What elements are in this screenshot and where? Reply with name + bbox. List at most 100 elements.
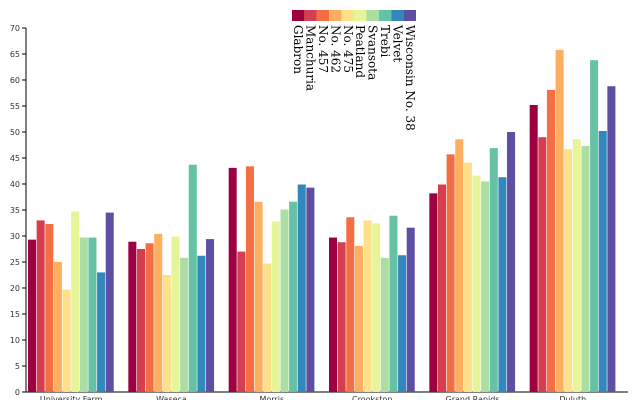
bar [53,262,62,392]
legend-swatch [341,10,354,21]
bars [28,49,616,393]
bar-group [429,132,516,392]
legend-swatch [354,10,367,21]
bar [306,187,315,392]
bar [188,164,197,392]
legend-swatch [329,10,342,21]
y-tick-label: 25 [10,258,20,267]
bar [507,132,516,392]
bar [398,255,407,392]
legend-label: No. 475 [341,25,355,73]
bar [546,89,555,392]
legend-label: Wisconsin No. 38 [403,25,417,131]
legend-label: No. 457 [316,25,330,73]
bar [429,193,438,392]
bar [389,215,398,392]
x-category-label: Morris [259,395,284,400]
y-tick-label: 65 [10,50,20,59]
bar-group [228,166,315,392]
bar [36,220,45,392]
legend-label: Trebi [378,25,392,58]
bar [228,167,237,392]
bar [97,272,106,392]
bar [581,146,590,392]
bar-group [529,49,616,393]
legend-swatch [316,10,330,21]
y-axis: 0 5 10 15 20 25 30 35 40 45 50 55 60 65 70 [10,24,27,397]
bar [79,237,88,392]
x-category-label: University Farm [40,395,103,400]
x-category-label: Waseca [156,395,187,400]
bar-group [128,164,215,392]
bar [329,237,338,392]
bar [71,211,80,392]
bar [529,104,538,393]
bar [237,251,246,392]
bar [446,154,455,392]
bar [62,289,71,392]
y-tick-label: 15 [10,310,20,319]
y-tick-label: 10 [10,336,20,345]
bar [254,201,263,392]
bar [271,221,280,392]
bar [263,263,272,392]
bar [145,243,154,392]
bar [171,236,180,392]
bar-group [329,215,415,392]
y-tick-label: 40 [10,180,20,189]
bar [489,148,498,392]
legend-label: Manchuria [304,25,318,91]
bar [280,209,289,392]
bar [197,255,206,392]
bar [590,60,599,393]
y-tick-label: 5 [15,362,20,371]
bar [136,249,145,392]
bar [498,177,507,392]
x-category-label: Duluth [559,395,586,400]
bar-group [28,211,114,392]
y-tick-label: 30 [10,232,20,241]
legend-swatch [304,10,317,21]
bar [555,49,564,393]
legend-label: Glabron [291,25,305,74]
y-tick-label: 60 [10,76,20,85]
bar [105,212,114,392]
bar [245,166,254,392]
legend-label: Peatland [353,25,367,78]
bar [206,239,215,392]
bar [337,242,346,392]
y-tick-label: 20 [10,284,20,293]
bar [472,175,481,392]
bar [572,139,581,392]
bar [346,217,355,392]
legend-swatch [292,10,305,21]
bar [128,241,137,392]
bar [406,227,415,392]
y-tick-label: 45 [10,154,20,163]
legend-swatch [366,10,379,21]
legend-label: No. 462 [328,25,342,73]
bar [463,162,472,392]
bar [162,275,171,392]
bar [297,184,306,392]
bar [437,184,446,392]
bar [481,181,490,392]
bar [538,137,547,392]
bar [455,139,464,392]
legend-label: Velvet [390,24,404,62]
bar [289,201,298,392]
bar [154,233,163,392]
y-tick-label: 55 [10,102,20,111]
bar [363,220,372,392]
bar [380,257,389,392]
bar [45,224,54,392]
x-category-label: Grand Rapids [446,395,500,400]
legend-swatch [403,10,416,21]
bar [180,257,189,392]
bar [564,149,573,392]
bar [598,130,607,392]
bar [28,239,37,392]
legend-label: Svansota [366,25,380,80]
x-category-label: Crookston [352,395,392,400]
